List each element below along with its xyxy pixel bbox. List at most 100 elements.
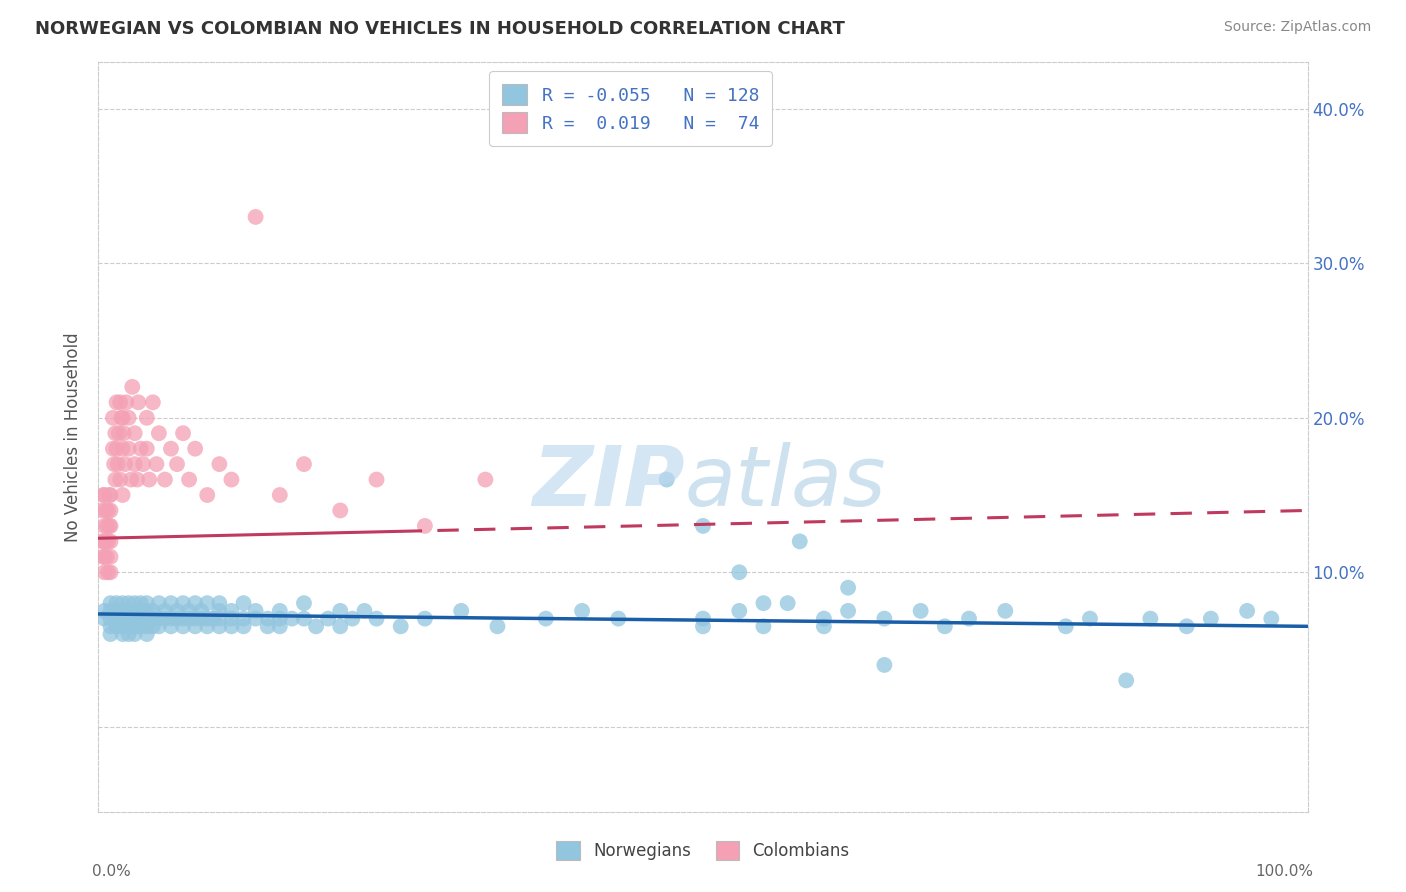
Point — [91, 503, 114, 517]
Point — [813, 612, 835, 626]
Point — [692, 612, 714, 626]
Point — [142, 612, 165, 626]
Point — [118, 442, 141, 456]
Point — [100, 503, 122, 517]
Point — [474, 473, 496, 487]
Point — [124, 612, 146, 626]
Point — [91, 549, 114, 564]
Point — [98, 488, 121, 502]
Point — [142, 619, 165, 633]
Point — [232, 596, 254, 610]
Point — [837, 581, 859, 595]
Point — [353, 604, 375, 618]
Point — [112, 426, 135, 441]
Point — [655, 473, 678, 487]
Legend: Norwegians, Colombians: Norwegians, Colombians — [550, 835, 856, 867]
Point — [104, 426, 127, 441]
Point — [269, 488, 291, 502]
Point — [115, 395, 138, 409]
Point — [366, 612, 388, 626]
Point — [873, 612, 896, 626]
Point — [160, 619, 183, 633]
Point — [166, 612, 188, 626]
Point — [1054, 619, 1077, 633]
Point — [135, 410, 157, 425]
Point — [1260, 612, 1282, 626]
Point — [124, 604, 146, 618]
Point — [202, 612, 225, 626]
Point — [172, 596, 194, 610]
Point — [160, 612, 183, 626]
Point — [994, 604, 1017, 618]
Point — [305, 619, 328, 633]
Point — [93, 604, 115, 618]
Point — [96, 519, 118, 533]
Point — [101, 410, 124, 425]
Point — [245, 612, 267, 626]
Point — [153, 604, 176, 618]
Point — [97, 534, 120, 549]
Point — [208, 604, 231, 618]
Point — [837, 604, 859, 618]
Point — [129, 442, 152, 456]
Point — [208, 619, 231, 633]
Point — [124, 619, 146, 633]
Point — [111, 619, 134, 633]
Point — [195, 488, 218, 502]
Point — [179, 473, 201, 487]
Point — [789, 534, 811, 549]
Point — [1236, 604, 1258, 618]
Point — [292, 612, 315, 626]
Point — [184, 596, 207, 610]
Text: 0.0%: 0.0% — [93, 864, 131, 880]
Point — [100, 549, 122, 564]
Point — [105, 442, 128, 456]
Point — [281, 612, 304, 626]
Point — [105, 619, 128, 633]
Point — [135, 627, 157, 641]
Point — [111, 619, 134, 633]
Point — [105, 395, 128, 409]
Point — [101, 442, 124, 456]
Point — [269, 604, 291, 618]
Point — [105, 604, 128, 618]
Point — [148, 426, 170, 441]
Point — [121, 380, 143, 394]
Point — [96, 549, 118, 564]
Point — [100, 619, 122, 633]
Point — [1115, 673, 1137, 688]
Point — [93, 488, 115, 502]
Point — [100, 627, 122, 641]
Text: NORWEGIAN VS COLOMBIAN NO VEHICLES IN HOUSEHOLD CORRELATION CHART: NORWEGIAN VS COLOMBIAN NO VEHICLES IN HO… — [35, 20, 845, 37]
Point — [91, 534, 114, 549]
Point — [111, 627, 134, 641]
Point — [142, 395, 165, 409]
Point — [172, 612, 194, 626]
Text: Source: ZipAtlas.com: Source: ZipAtlas.com — [1223, 20, 1371, 34]
Point — [97, 503, 120, 517]
Point — [1175, 619, 1198, 633]
Point — [110, 410, 132, 425]
Point — [329, 503, 352, 517]
Point — [208, 612, 231, 626]
Point — [195, 619, 218, 633]
Point — [129, 604, 152, 618]
Text: atlas: atlas — [685, 442, 887, 523]
Point — [160, 596, 183, 610]
Point — [208, 457, 231, 471]
Point — [132, 457, 155, 471]
Point — [118, 410, 141, 425]
Point — [221, 473, 243, 487]
Point — [105, 612, 128, 626]
Point — [135, 442, 157, 456]
Point — [124, 457, 146, 471]
Point — [153, 612, 176, 626]
Point — [957, 612, 980, 626]
Point — [93, 566, 115, 580]
Point — [120, 473, 142, 487]
Point — [129, 619, 152, 633]
Point — [108, 395, 131, 409]
Point — [873, 657, 896, 672]
Point — [166, 457, 188, 471]
Point — [118, 627, 141, 641]
